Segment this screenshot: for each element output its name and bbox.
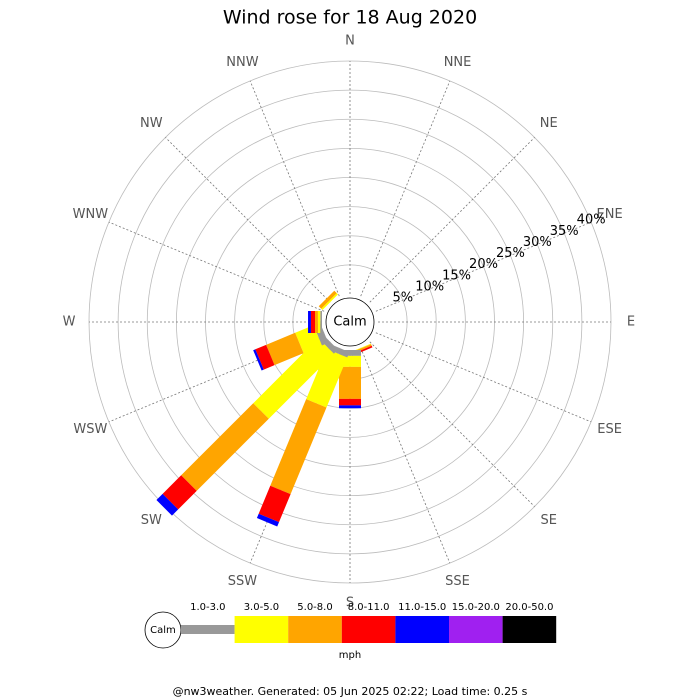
spoke	[108, 221, 325, 312]
direction-label: NNW	[226, 55, 258, 70]
direction-label: WNW	[73, 207, 109, 222]
legend-calm-label: Calm	[150, 625, 176, 636]
direction-label: E	[627, 315, 635, 330]
spoke	[360, 80, 451, 297]
bar-segment	[321, 293, 338, 310]
bar-segment	[253, 338, 334, 419]
bar-segment	[266, 332, 304, 366]
bar-segment	[339, 398, 361, 406]
legend-label: 15.0-20.0	[452, 602, 500, 613]
bar-segment	[308, 311, 311, 333]
ring-label: 15%	[442, 268, 471, 283]
direction-label: SSE	[445, 574, 470, 589]
bar-segment	[156, 493, 179, 516]
legend-label: 11.0-15.0	[398, 602, 446, 613]
legend-swatch	[288, 616, 342, 643]
ring-label: 35%	[550, 224, 579, 239]
legend-swatch	[341, 616, 396, 643]
ring-label: 30%	[523, 235, 552, 250]
legend-label: 20.0-50.0	[505, 602, 553, 613]
direction-label: NE	[540, 116, 558, 131]
ring-label: 25%	[496, 246, 525, 261]
ring-label: 5%	[392, 291, 413, 306]
direction-label: ENE	[597, 207, 623, 222]
legend-swatch	[502, 616, 557, 643]
direction-label: SSW	[228, 574, 258, 589]
legend-label: 8.0-11.0	[348, 602, 390, 613]
footer: @nw3weather. Generated: 05 Jun 2025 02:2…	[173, 685, 528, 698]
legend-label: 3.0-5.0	[244, 602, 279, 613]
bar-segment	[310, 311, 316, 333]
ring	[117, 89, 583, 555]
legend-swatch	[395, 616, 449, 643]
ring	[146, 118, 554, 526]
ring-label: 40%	[577, 213, 606, 228]
legend-label: 5.0-8.0	[297, 602, 332, 613]
direction-label: S	[346, 596, 354, 611]
direction-label: N	[345, 34, 355, 49]
direction-label: W	[63, 315, 76, 330]
bar-segment	[270, 399, 327, 495]
direction-label: NW	[140, 116, 163, 131]
bar-segment	[318, 290, 337, 309]
bar-segment	[315, 311, 318, 333]
legend-label: 1.0-3.0	[190, 602, 225, 613]
direction-label: SE	[540, 513, 556, 528]
direction-label: ESE	[597, 422, 622, 437]
bar-segment	[320, 311, 322, 333]
ring-label: 10%	[415, 279, 444, 294]
bar-segment	[306, 349, 348, 408]
direction-label: SW	[141, 513, 162, 528]
spoke	[108, 332, 325, 423]
direction-label: WSW	[73, 422, 107, 437]
bar-segment	[255, 344, 275, 370]
ring-label: 20%	[469, 257, 498, 272]
legend-swatch	[449, 616, 503, 643]
spoke	[375, 221, 592, 312]
spoke	[375, 332, 592, 423]
bar-segment	[317, 311, 321, 333]
spoke	[369, 137, 535, 303]
spoke	[165, 137, 331, 303]
spoke	[360, 347, 451, 564]
legend-swatch	[181, 625, 235, 634]
spoke	[249, 80, 340, 297]
bar-segment	[339, 405, 361, 409]
legend-swatch	[234, 616, 289, 643]
bar-segment	[256, 513, 280, 527]
bar-segment	[181, 403, 269, 491]
bar-segment	[253, 349, 264, 371]
bar-segment	[258, 485, 291, 523]
spoke	[369, 341, 535, 507]
ring	[234, 206, 466, 438]
calm-label: Calm	[333, 315, 366, 330]
legend-unit: mph	[339, 650, 361, 661]
calm-circle	[325, 297, 375, 347]
bar-segment	[162, 475, 197, 510]
direction-label: NNE	[444, 55, 472, 70]
chart-title: Wind rose for 18 Aug 2020	[223, 7, 477, 29]
bar-segment	[339, 366, 361, 399]
